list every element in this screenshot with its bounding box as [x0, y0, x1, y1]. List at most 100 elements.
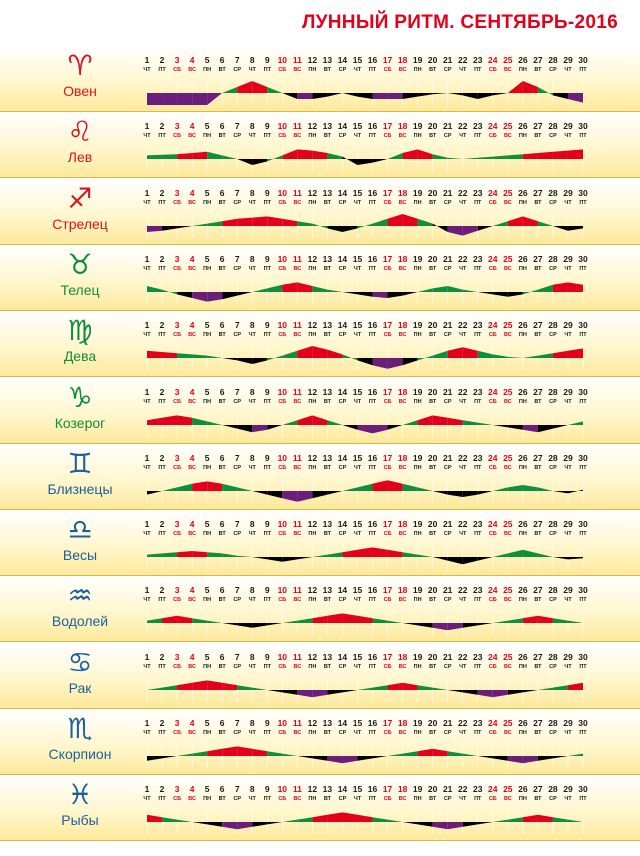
day-number: 7 [235, 585, 240, 595]
rhythm-segment [192, 291, 208, 302]
rhythm-segment [342, 354, 358, 361]
rhythm-chart: 1 ЧТ 2 ПТ 3 СБ 4 ВС 5 ПН 6 ВТ 7 СР 8 ЧТ 9 ПТ 10 СБ 11 ВС 12 ПН 1… [143, 652, 588, 702]
rhythm-segment [567, 682, 583, 690]
weekday-label: ВС [504, 465, 512, 471]
weekday-label: ПТ [369, 332, 377, 338]
day-number: 22 [458, 718, 468, 728]
day-number: 13 [323, 121, 333, 131]
rhythm-segment [222, 424, 238, 429]
rhythm-segment [507, 618, 523, 624]
rhythm-segment [297, 282, 313, 292]
day-number: 14 [338, 320, 348, 330]
day-number: 13 [323, 453, 333, 463]
rhythm-segment [372, 817, 388, 823]
weekday-label: ВТ [534, 67, 542, 73]
rhythm-segment [432, 822, 448, 830]
day-number: 22 [458, 652, 468, 662]
weekday-label: СБ [173, 399, 181, 405]
weekday-label: СБ [384, 531, 392, 537]
zodiac-icon: ♒ [67, 579, 93, 613]
rhythm-segment [492, 155, 508, 160]
rhythm-segment [402, 149, 418, 160]
weekday-label: ЧТ [143, 730, 151, 736]
day-number: 7 [235, 188, 240, 198]
rhythm-segment [417, 149, 433, 160]
rhythm-segment [267, 155, 283, 162]
rhythm-segment [477, 93, 493, 99]
rhythm-segment [207, 152, 223, 160]
day-number: 16 [368, 519, 378, 529]
rhythm-segment [462, 158, 478, 160]
day-number: 6 [220, 188, 225, 198]
day-number: 11 [293, 453, 302, 463]
day-number: 29 [563, 784, 573, 794]
weekday-label: ПН [203, 133, 211, 139]
rhythm-segment [477, 225, 493, 231]
weekday-label: ПН [519, 796, 527, 802]
day-number: 25 [503, 121, 513, 131]
weekday-label: ПТ [579, 730, 587, 736]
rhythm-segment [537, 687, 553, 690]
weekday-label: ВС [399, 67, 407, 73]
day-number: 12 [308, 652, 318, 662]
rhythm-segment [327, 490, 343, 495]
rhythm-segment [417, 487, 433, 491]
weekday-label: ПТ [369, 531, 377, 537]
day-number: 12 [308, 585, 318, 595]
weekday-label: ВТ [429, 531, 437, 537]
weekday-label: ПТ [158, 730, 166, 736]
weekday-label: ВС [504, 200, 512, 206]
day-number: 21 [443, 188, 453, 198]
rhythm-segment [372, 684, 388, 690]
day-number: 30 [578, 718, 588, 728]
day-number: 27 [533, 784, 543, 794]
weekday-label: ПТ [158, 796, 166, 802]
day-number: 30 [578, 453, 588, 463]
weekday-label: ВТ [429, 399, 437, 405]
day-number: 16 [368, 254, 378, 264]
weekday-label: СР [233, 597, 241, 603]
weekday-label: ВТ [534, 332, 542, 338]
weekday-label: ПТ [264, 67, 272, 73]
rhythm-segment [297, 817, 313, 823]
rhythm-segment [342, 812, 358, 823]
day-number: 9 [265, 55, 270, 65]
rhythm-segment [147, 490, 163, 495]
rhythm-segment [252, 159, 268, 166]
day-number: 25 [503, 453, 513, 463]
rhythm-segment [417, 414, 433, 425]
day-number: 26 [518, 453, 528, 463]
weekday-label: ПТ [158, 67, 166, 73]
day-number: 10 [278, 585, 288, 595]
rhythm-segment [147, 553, 163, 558]
day-number: 25 [503, 55, 513, 65]
weekday-label: ПТ [474, 67, 482, 73]
day-number: 28 [548, 188, 558, 198]
day-number: 22 [458, 320, 468, 330]
rhythm-segment [477, 756, 493, 759]
rhythm-segment [492, 424, 508, 427]
day-number: 22 [458, 121, 468, 131]
rhythm-segment [312, 346, 328, 359]
weekday-label: СБ [278, 200, 286, 206]
weekday-label: ВС [399, 266, 407, 272]
rhythm-segment [417, 623, 433, 629]
weekday-label: СР [339, 796, 347, 802]
weekday-label: СБ [278, 664, 286, 670]
rhythm-segment [207, 481, 223, 491]
rhythm-segment [387, 479, 403, 491]
rhythm-segment [522, 289, 538, 295]
day-number: 24 [488, 320, 498, 330]
day-number: 5 [205, 320, 210, 330]
rhythm-segment [192, 680, 208, 690]
rhythm-segment [387, 620, 403, 624]
weekday-label: ПН [414, 531, 422, 537]
day-number: 18 [398, 453, 408, 463]
weekday-label: ЧТ [249, 531, 257, 537]
day-number: 23 [473, 254, 483, 264]
rhythm-segment [207, 552, 223, 558]
rhythm-segment [357, 616, 373, 624]
weekday-label: ЧТ [459, 796, 467, 802]
weekday-label: ВТ [219, 664, 227, 670]
day-number: 7 [235, 453, 240, 463]
